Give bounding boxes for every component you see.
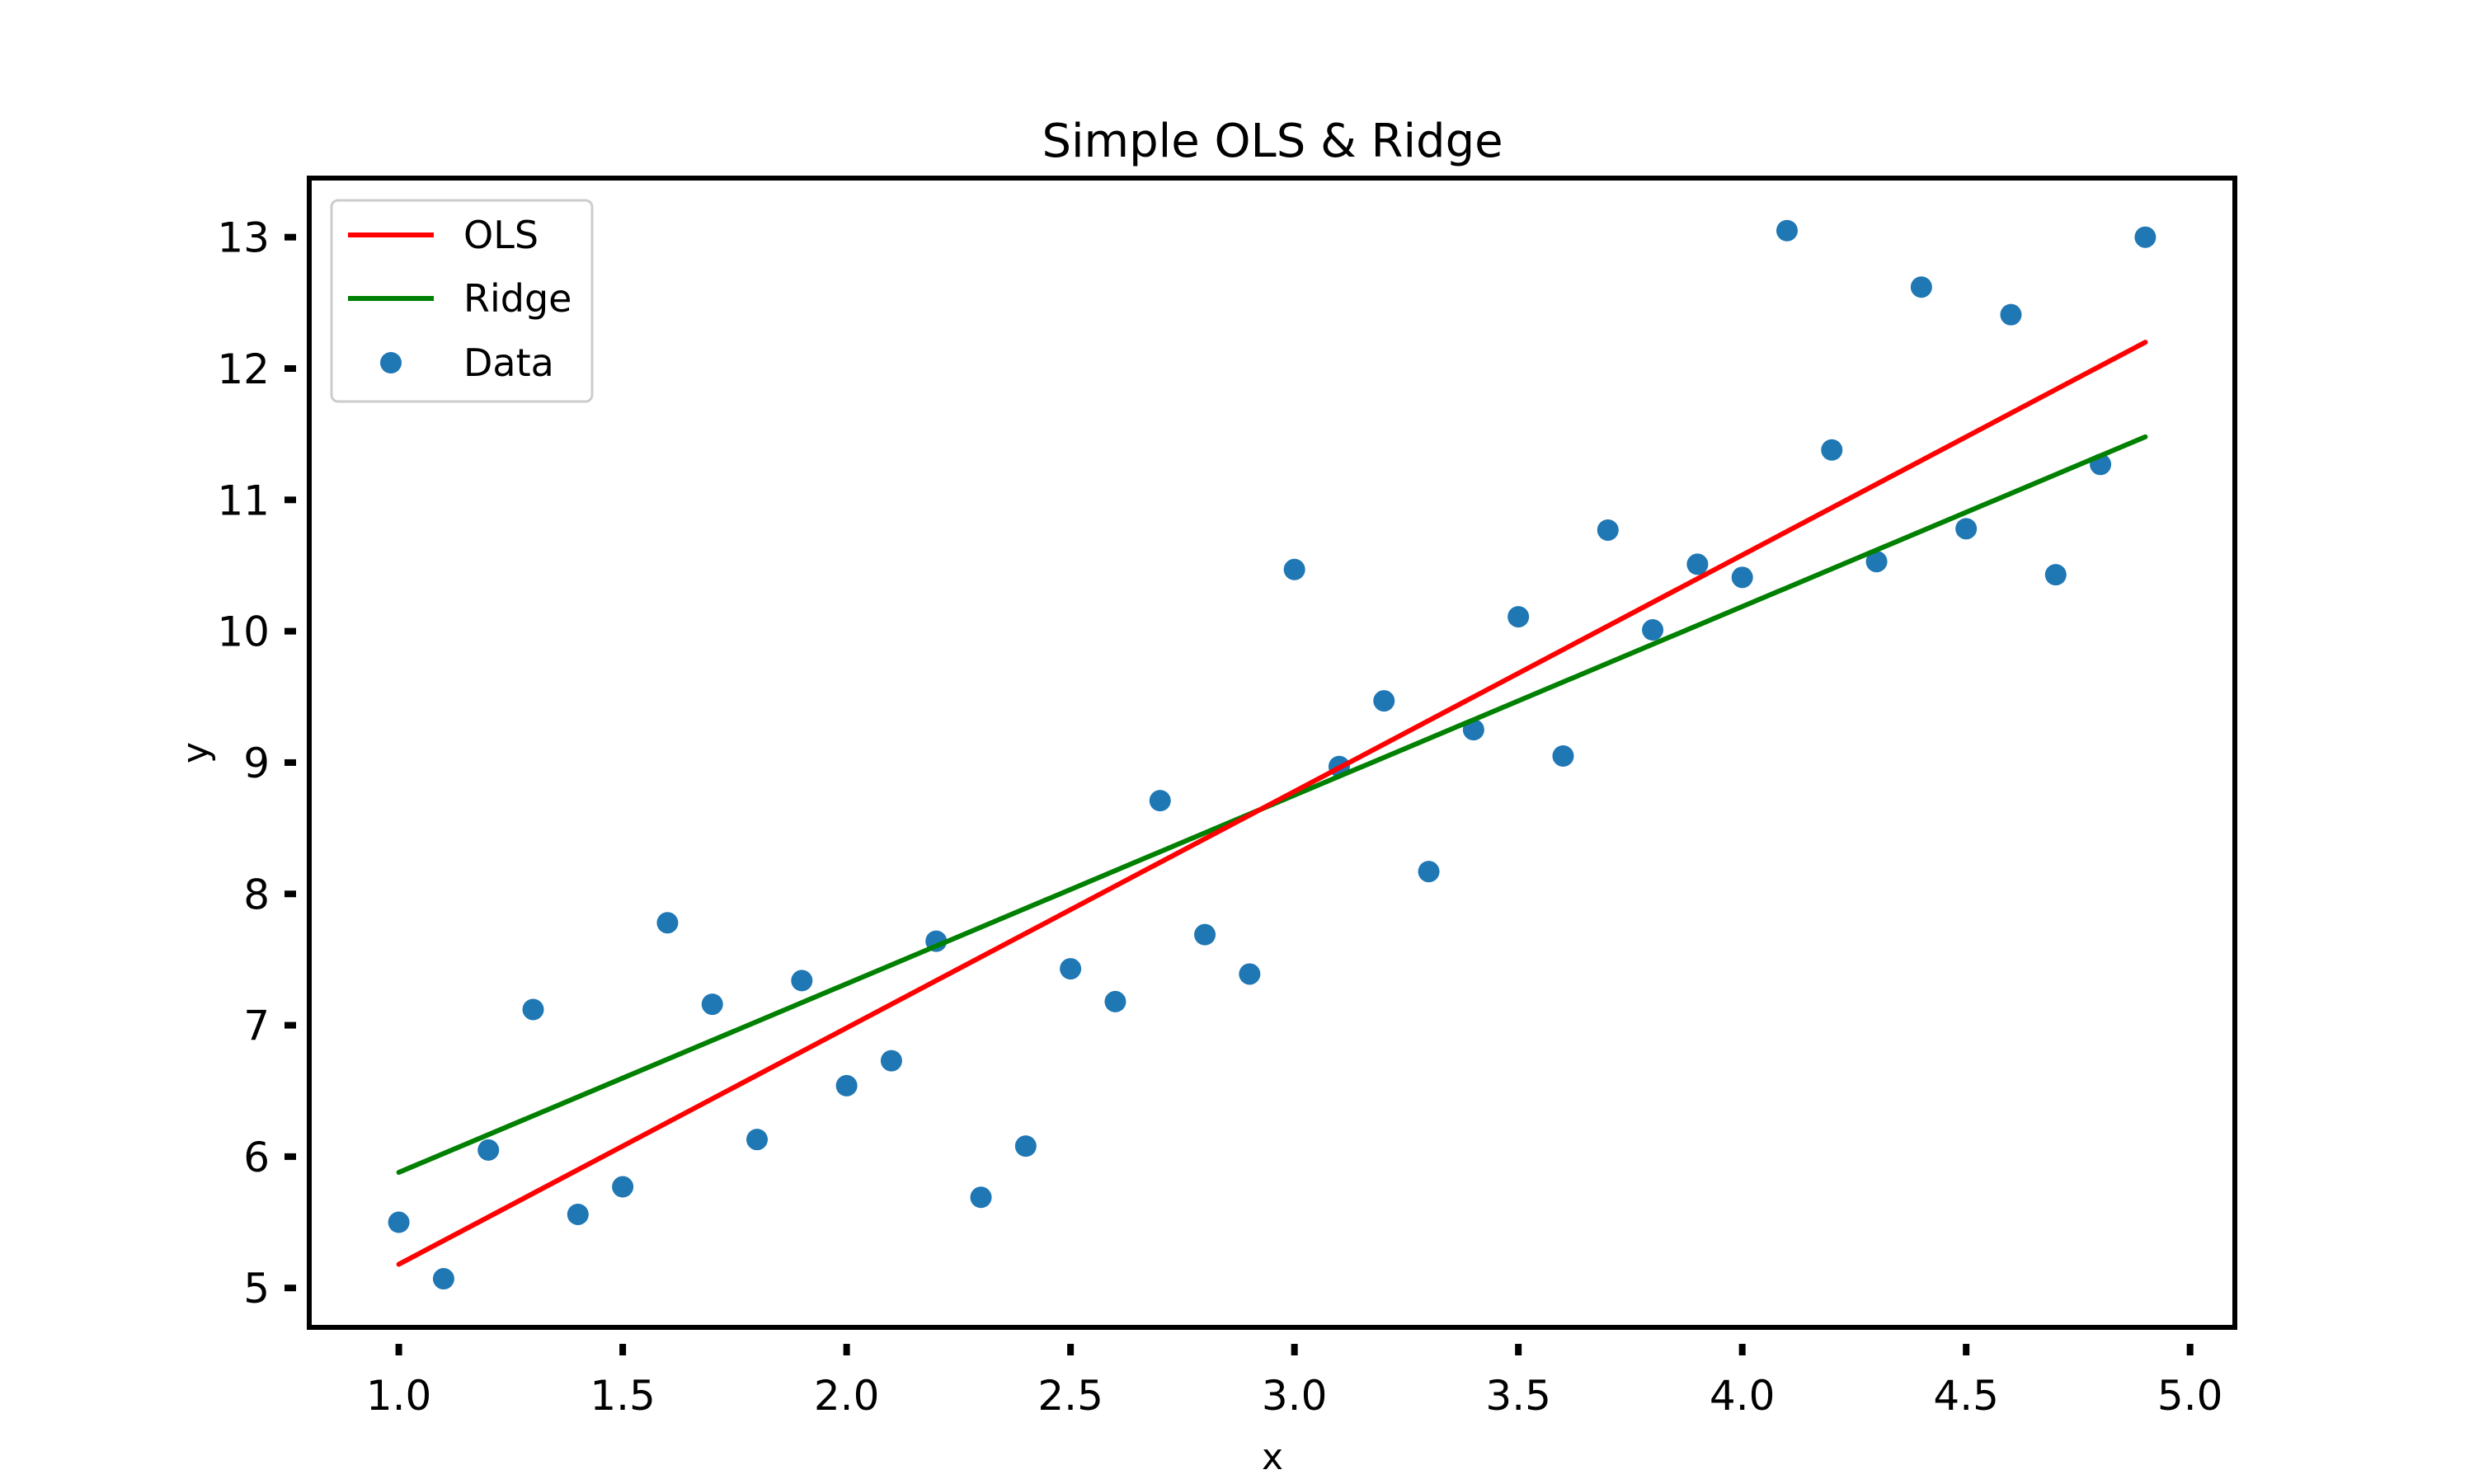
x-tick-label: 5.0 xyxy=(2157,1372,2223,1420)
legend-label-ols: OLS xyxy=(463,213,539,257)
data-point xyxy=(1149,790,1171,812)
data-point xyxy=(746,1129,769,1151)
data-point xyxy=(1776,219,1798,242)
data-point xyxy=(1642,619,1664,641)
y-tick-label: 5 xyxy=(243,1265,270,1313)
x-tick-label: 3.5 xyxy=(1485,1372,1551,1420)
data-point xyxy=(1194,923,1216,946)
legend-label-data: Data xyxy=(463,340,554,385)
data-point xyxy=(656,912,679,934)
y-tick-label: 12 xyxy=(217,345,270,393)
data-point xyxy=(1865,551,1888,573)
x-tick-label: 1.5 xyxy=(590,1372,656,1420)
data-point xyxy=(567,1203,589,1225)
data-point xyxy=(1239,963,1261,985)
x-tick-label: 4.5 xyxy=(1933,1372,1999,1420)
data-point xyxy=(1104,990,1126,1012)
data-point xyxy=(2000,303,2022,326)
data-point xyxy=(432,1268,454,1290)
data-point xyxy=(1373,690,1395,712)
data-point xyxy=(2044,564,2067,586)
data-point xyxy=(388,1211,410,1233)
data-point xyxy=(1283,558,1305,580)
data-point xyxy=(1418,861,1440,883)
legend-box xyxy=(330,199,594,403)
data-point xyxy=(835,1074,858,1097)
y-axis-label: y xyxy=(175,742,217,763)
legend-swatch-data xyxy=(380,352,402,373)
series-layer xyxy=(388,219,2157,1290)
data-point xyxy=(1597,519,1619,541)
x-tick-label: 3.0 xyxy=(1262,1372,1328,1420)
data-point xyxy=(880,1050,902,1072)
y-tick-label: 11 xyxy=(217,477,270,524)
data-point xyxy=(970,1186,992,1209)
x-axis: 1.0 1.5 2.0 2.5 3.0 3.5 4.0 4.5 5.0 xyxy=(366,1344,2223,1420)
y-axis: 5 6 7 8 9 10 11 12 13 xyxy=(217,214,296,1313)
y-tick-label: 10 xyxy=(217,608,270,656)
plot-area xyxy=(307,176,2237,1330)
x-tick-label: 4.0 xyxy=(1710,1372,1776,1420)
data-point xyxy=(2134,226,2157,248)
data-point xyxy=(1821,439,1843,461)
y-tick-label: 9 xyxy=(243,740,270,787)
x-tick-label: 2.0 xyxy=(814,1372,880,1420)
data-point xyxy=(1507,606,1530,628)
data-point xyxy=(1060,958,1082,980)
y-tick-label: 8 xyxy=(243,871,270,918)
x-tick-label: 1.0 xyxy=(366,1372,432,1420)
data-point xyxy=(1731,566,1753,589)
data-point xyxy=(477,1139,500,1161)
chart-title: Simple OLS & Ridge xyxy=(1042,115,1503,168)
data-point xyxy=(1552,744,1574,767)
ols-line xyxy=(396,340,2148,1267)
data-point xyxy=(522,998,544,1021)
legend-label-ridge: Ridge xyxy=(463,276,571,321)
data-point xyxy=(1955,518,1978,540)
legend: OLS Ridge Data xyxy=(330,199,594,403)
y-tick-label: 13 xyxy=(217,214,270,262)
x-axis-label: x xyxy=(1262,1436,1283,1478)
data-point xyxy=(1910,276,1932,298)
y-tick-label: 6 xyxy=(243,1134,270,1181)
y-tick-label: 7 xyxy=(243,1003,270,1050)
data-point xyxy=(701,993,723,1016)
x-tick-label: 2.5 xyxy=(1037,1372,1103,1420)
data-point xyxy=(1686,553,1709,575)
data-point xyxy=(791,970,813,992)
data-point xyxy=(1014,1135,1037,1158)
data-point xyxy=(612,1176,634,1198)
